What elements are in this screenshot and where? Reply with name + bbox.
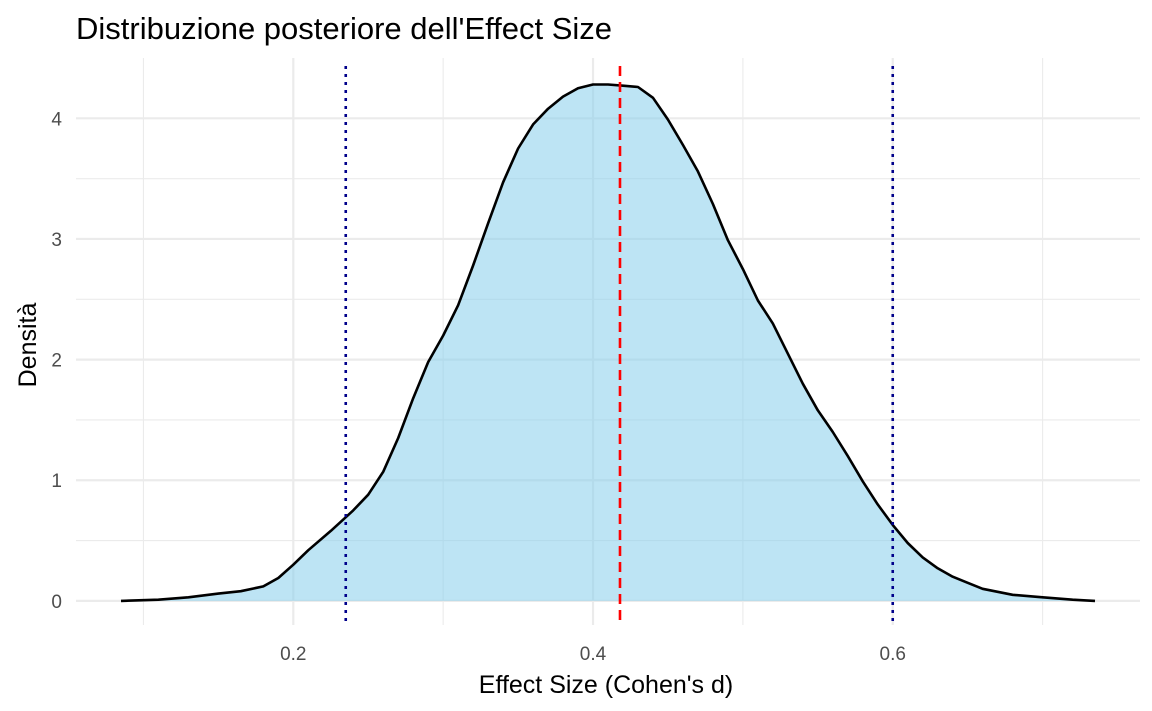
x-axis-title: Effect Size (Cohen's d) [479,671,733,699]
x-tick-label: 0.4 [580,644,607,665]
y-tick-label: 0 [51,592,62,613]
y-tick-label: 4 [51,109,62,130]
density-curve [120,83,1096,603]
density-area-layer [120,83,1096,603]
y-axis-title: Densità [14,303,42,388]
density-fill [121,84,1095,601]
reference-lines [344,66,895,625]
y-tick-label: 1 [51,471,62,492]
y-tick-label: 3 [51,230,62,251]
chart-title: Distribuzione posteriore dell'Effect Siz… [76,11,612,46]
x-tick-label: 0.2 [280,644,306,665]
tick-labels: 0.2 0.4 0.6 0 1 2 3 4 [51,109,906,665]
x-tick-label: 0.6 [880,644,906,665]
y-tick-label: 2 [51,351,62,372]
